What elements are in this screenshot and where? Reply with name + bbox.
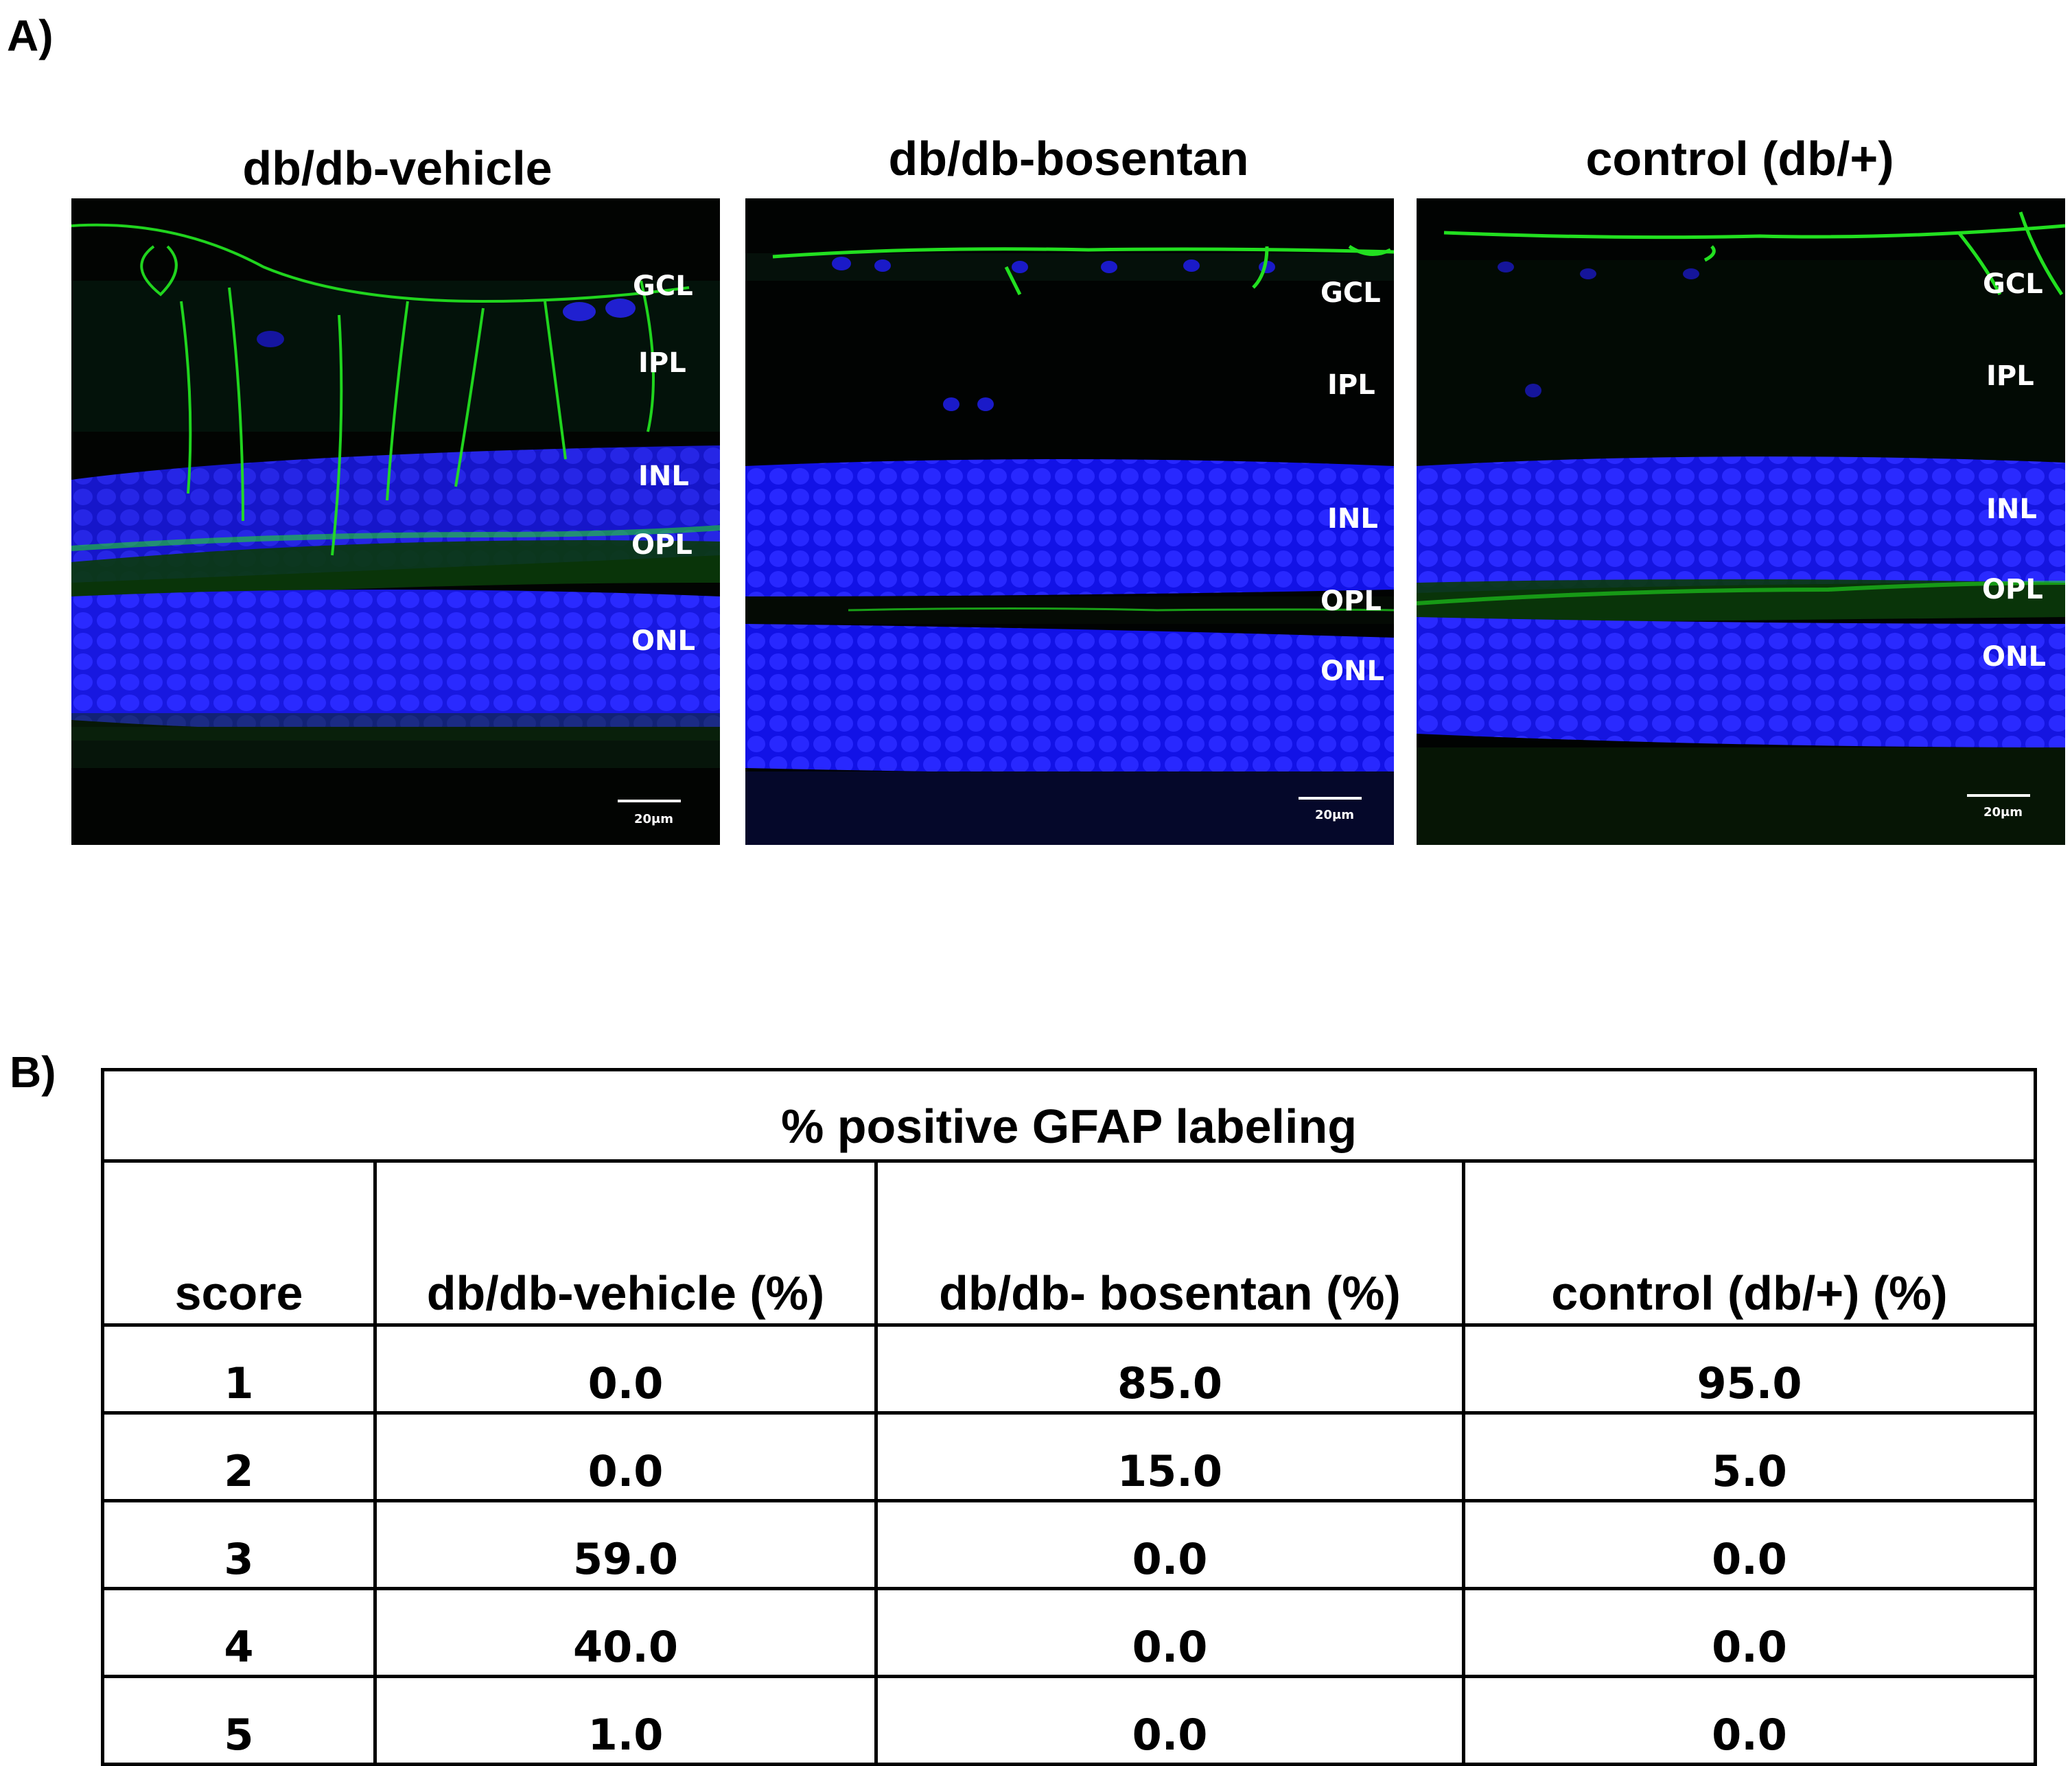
gfap-table: % positive GFAP labeling score db/db-veh…: [100, 1068, 2038, 1766]
panel-a-label: A): [7, 11, 54, 60]
vehicle-cell: 0.0: [373, 1411, 878, 1502]
header-score: score: [101, 1159, 377, 1327]
micrograph-vehicle-image: [71, 198, 720, 845]
micrograph-control: GCL IPL INL OPL ONL 20μm: [1417, 198, 2065, 845]
layer-label-ipl: IPL: [1986, 360, 2034, 392]
table-caption-row: % positive GFAP labeling: [100, 1068, 2038, 1163]
layer-label-ipl: IPL: [1327, 369, 1375, 401]
score-cell: 5: [101, 1675, 377, 1766]
layer-label-gcl: GCL: [1320, 277, 1381, 309]
layer-label-gcl: GCL: [1983, 268, 2043, 300]
control-cell: 95.0: [1461, 1323, 2038, 1415]
table-row: 5 1.0 0.0 0.0: [101, 1675, 2038, 1766]
header-control: control (db/+) (%): [1461, 1159, 2038, 1327]
layer-label-opl: OPL: [1320, 585, 1382, 617]
control-cell: 0.0: [1461, 1499, 2038, 1590]
score-cell: 3: [101, 1499, 377, 1590]
vehicle-cell: 1.0: [373, 1675, 878, 1766]
table-row: 2 0.0 15.0 5.0: [101, 1411, 2038, 1502]
micrograph-bosentan-image: [745, 198, 1394, 845]
layer-label-onl: ONL: [1982, 641, 2046, 673]
control-cell: 0.0: [1461, 1587, 2038, 1678]
vehicle-cell: 0.0: [373, 1323, 878, 1415]
layer-label-inl: INL: [1986, 493, 2037, 525]
score-cell: 4: [101, 1587, 377, 1678]
layer-label-gcl: GCL: [633, 270, 693, 302]
table-row: 1 0.0 85.0 95.0: [101, 1323, 2038, 1415]
table-caption: % positive GFAP labeling: [100, 1068, 2038, 1163]
micrograph-control-image: [1417, 198, 2065, 845]
scale-bar-label: 20μm: [1315, 808, 1355, 822]
layer-label-opl: OPL: [1982, 574, 2043, 605]
table-row: 3 59.0 0.0 0.0: [101, 1499, 2038, 1590]
layer-label-inl: INL: [1327, 503, 1378, 535]
scale-bar: [618, 800, 681, 802]
bosentan-cell: 0.0: [874, 1499, 1465, 1590]
bosentan-cell: 85.0: [874, 1323, 1465, 1415]
layer-label-onl: ONL: [1320, 655, 1384, 687]
micrograph-title-vehicle: db/db-vehicle: [242, 141, 552, 195]
control-cell: 5.0: [1461, 1411, 2038, 1502]
vehicle-cell: 59.0: [373, 1499, 878, 1590]
layer-label-opl: OPL: [631, 529, 692, 561]
micrograph-title-bosentan: db/db-bosentan: [888, 132, 1249, 185]
bosentan-cell: 15.0: [874, 1411, 1465, 1502]
scale-bar-label: 20μm: [1983, 805, 2023, 820]
layer-label-onl: ONL: [631, 625, 695, 657]
vehicle-cell: 40.0: [373, 1587, 878, 1678]
header-vehicle: db/db-vehicle (%): [373, 1159, 878, 1327]
score-cell: 1: [101, 1323, 377, 1415]
score-cell: 2: [101, 1411, 377, 1502]
table-row: 4 40.0 0.0 0.0: [101, 1587, 2038, 1678]
control-cell: 0.0: [1461, 1675, 2038, 1766]
micrograph-bosentan: GCL IPL INL OPL ONL 20μm: [745, 198, 1394, 845]
bosentan-cell: 0.0: [874, 1587, 1465, 1678]
layer-label-ipl: IPL: [638, 347, 686, 379]
micrograph-title-control: control (db/+): [1585, 132, 1894, 185]
micrograph-vehicle: GCL IPL INL OPL ONL 20μm: [71, 198, 720, 845]
layer-label-inl: INL: [638, 461, 689, 492]
header-bosentan: db/db- bosentan (%): [874, 1159, 1465, 1327]
scale-bar: [1299, 797, 1362, 800]
scale-bar: [1967, 794, 2030, 797]
bosentan-cell: 0.0: [874, 1675, 1465, 1766]
scale-bar-label: 20μm: [634, 812, 674, 826]
table-header-row: score db/db-vehicle (%) db/db- bosentan …: [101, 1159, 2038, 1327]
panel-b-label: B): [10, 1047, 56, 1097]
